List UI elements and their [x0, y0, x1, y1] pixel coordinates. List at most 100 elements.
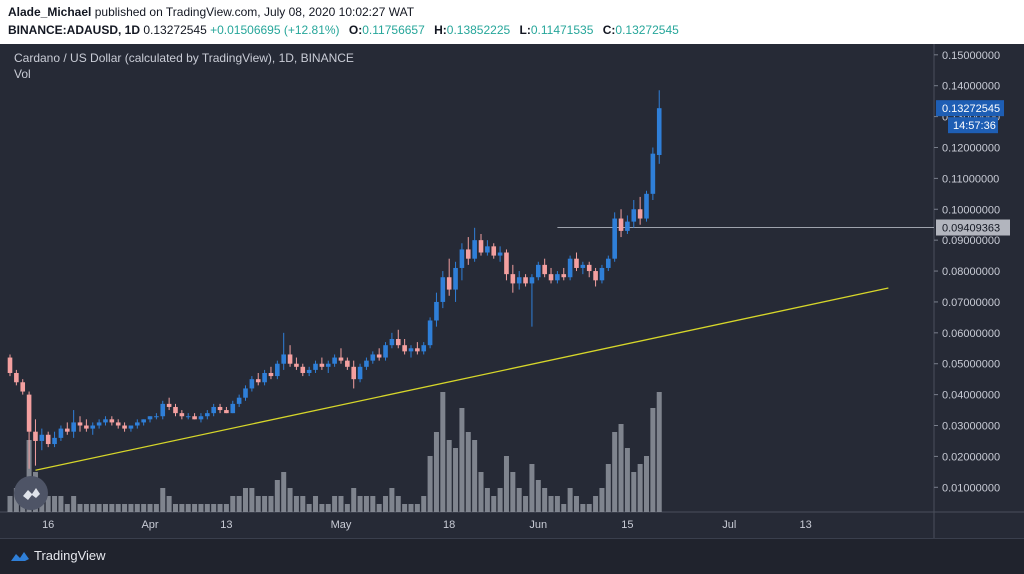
candle-body[interactable] — [64, 428, 70, 432]
candle-body[interactable] — [548, 274, 554, 281]
candle-body[interactable] — [90, 425, 96, 429]
candle-body[interactable] — [160, 403, 166, 417]
candle-body[interactable] — [26, 394, 32, 432]
candle-body[interactable] — [255, 379, 261, 383]
candle-body[interactable] — [472, 240, 477, 259]
ascending-trendline[interactable] — [35, 287, 889, 471]
candle-body[interactable] — [217, 406, 223, 411]
candle-body[interactable] — [306, 369, 312, 373]
candle-body[interactable] — [14, 372, 19, 383]
candle-body[interactable] — [523, 277, 528, 284]
candle-body[interactable] — [618, 218, 624, 231]
candle-body[interactable] — [179, 413, 185, 417]
candle-body[interactable] — [115, 422, 121, 426]
candle-body[interactable] — [453, 267, 458, 290]
candle-body[interactable] — [45, 434, 51, 445]
candle-body[interactable] — [561, 274, 567, 278]
chart-area[interactable]: 0.01000000 0.02000000 0.03000000 0.04000000… — [0, 44, 1024, 538]
candle-body[interactable] — [402, 345, 407, 352]
candle-body[interactable] — [262, 372, 267, 383]
candle-body[interactable] — [529, 277, 535, 284]
candle-body[interactable] — [103, 419, 108, 423]
candle-body[interactable] — [586, 264, 592, 272]
candle-body[interactable] — [294, 363, 299, 367]
candle-body[interactable] — [154, 416, 159, 418]
candle-body[interactable] — [631, 209, 637, 222]
candle-body[interactable] — [58, 428, 64, 438]
candle-body[interactable] — [567, 258, 573, 278]
candle-body[interactable] — [185, 416, 191, 418]
candle-body[interactable] — [281, 354, 286, 364]
candle-body[interactable] — [478, 240, 484, 253]
candle-body[interactable] — [33, 431, 38, 441]
candle-body[interactable] — [77, 422, 83, 426]
candle-body[interactable] — [236, 397, 242, 404]
author-name[interactable]: Alade_Michael — [8, 5, 92, 19]
candle-body[interactable] — [376, 354, 382, 358]
candle-body[interactable] — [580, 264, 586, 268]
candle-body[interactable] — [128, 425, 134, 429]
candle-body[interactable] — [606, 258, 611, 268]
candle-body[interactable] — [440, 277, 446, 302]
candle-body[interactable] — [415, 348, 420, 352]
candle-body[interactable] — [325, 363, 331, 367]
candle-body[interactable] — [122, 425, 127, 429]
candle-body[interactable] — [351, 366, 357, 380]
candle-body[interactable] — [504, 252, 509, 275]
candle-body[interactable] — [434, 301, 439, 321]
candle-body[interactable] — [364, 360, 369, 367]
candle-body[interactable] — [205, 413, 210, 417]
candle-body[interactable] — [516, 277, 522, 284]
candle-body[interactable] — [542, 264, 547, 275]
candle-body[interactable] — [383, 345, 388, 358]
candle-body[interactable] — [612, 218, 617, 259]
candlestick-chart[interactable]: 0.01000000 0.02000000 0.03000000 0.04000000… — [0, 44, 1024, 538]
candle-body[interactable] — [198, 416, 204, 420]
candle-body[interactable] — [211, 406, 216, 414]
candle-body[interactable] — [192, 416, 197, 420]
candle-body[interactable] — [593, 271, 598, 281]
candle-body[interactable] — [644, 193, 649, 219]
candle-body[interactable] — [313, 363, 318, 370]
candle-body[interactable] — [574, 258, 579, 268]
candle-body[interactable] — [20, 382, 26, 392]
candle-body[interactable] — [446, 277, 452, 290]
candle-body[interactable] — [625, 221, 630, 231]
candle-body[interactable] — [465, 249, 471, 259]
candle-body[interactable] — [7, 357, 13, 373]
candle-body[interactable] — [287, 354, 293, 364]
candle-body[interactable] — [459, 249, 465, 268]
candle-body[interactable] — [243, 388, 248, 398]
candle-body[interactable] — [656, 108, 662, 156]
candle-body[interactable] — [389, 339, 395, 346]
candle-body[interactable] — [555, 274, 560, 281]
candle-body[interactable] — [370, 354, 376, 361]
candle-body[interactable] — [535, 264, 541, 278]
tradingview-brand[interactable]: TradingView — [10, 548, 106, 563]
candle-body[interactable] — [135, 422, 140, 426]
candle-body[interactable] — [39, 434, 45, 441]
candle-body[interactable] — [599, 267, 605, 281]
candle-body[interactable] — [491, 246, 497, 256]
candle-body[interactable] — [421, 345, 427, 352]
candle-body[interactable] — [230, 403, 236, 414]
candle-body[interactable] — [141, 419, 146, 423]
candle-body[interactable] — [109, 419, 115, 423]
candle-body[interactable] — [319, 363, 325, 367]
candle-body[interactable] — [510, 274, 516, 284]
candle-body[interactable] — [338, 357, 344, 361]
candle-body[interactable] — [650, 153, 656, 194]
candle-body[interactable] — [332, 357, 337, 364]
candle-body[interactable] — [395, 339, 401, 346]
candle-body[interactable] — [268, 372, 274, 377]
candle-body[interactable] — [345, 360, 350, 367]
candle-body[interactable] — [71, 422, 76, 432]
candle-body[interactable] — [300, 366, 306, 373]
candle-body[interactable] — [52, 437, 57, 445]
candle-body[interactable] — [497, 252, 503, 256]
candle-body[interactable] — [357, 366, 363, 380]
candle-body[interactable] — [275, 363, 280, 377]
candle-body[interactable] — [408, 348, 414, 352]
candle-body[interactable] — [166, 403, 172, 407]
candle-body[interactable] — [427, 320, 433, 346]
